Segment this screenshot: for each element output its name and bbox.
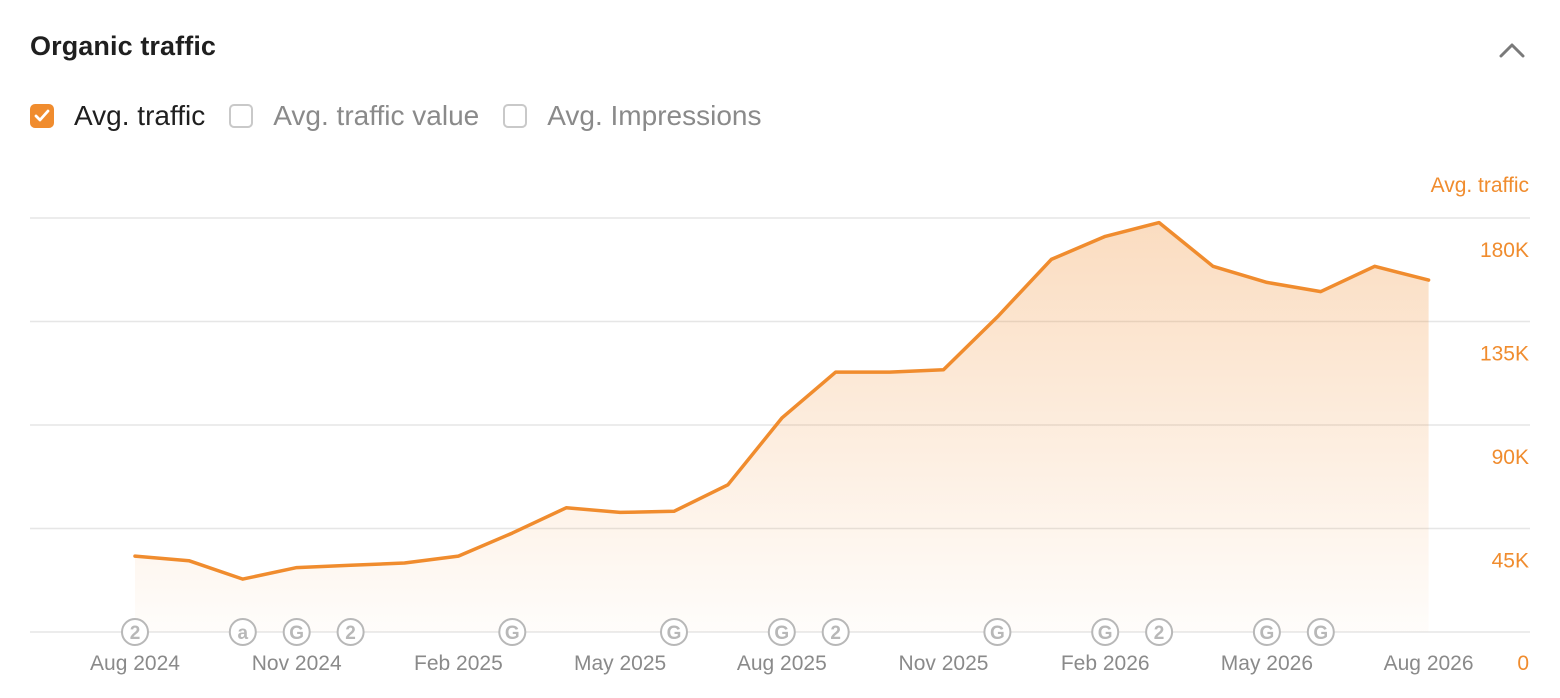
- collapse-button[interactable]: [1494, 32, 1530, 68]
- update-marker[interactable]: 2: [336, 618, 365, 646]
- marker-symbol: G: [990, 623, 1005, 644]
- marker-circle: [1252, 618, 1281, 646]
- marker-circle: [228, 618, 257, 646]
- marker-circle: [1306, 618, 1335, 646]
- marker-symbol: 2: [830, 623, 841, 644]
- update-marker[interactable]: G: [498, 618, 527, 646]
- marker-circle: [498, 618, 527, 646]
- update-marker[interactable]: G: [1252, 618, 1281, 646]
- x-axis-labels: Aug 2024 Nov 2024 Feb 2025 May 2025 Aug 2025…: [90, 652, 1474, 675]
- update-marker[interactable]: G: [767, 618, 796, 646]
- x-tick-label: Feb 2025: [414, 652, 503, 675]
- avg-traffic-value-checkbox[interactable]: [229, 104, 254, 128]
- y-tick-label: 45K: [1492, 550, 1529, 573]
- x-tick-label: May 2026: [1221, 652, 1313, 675]
- marker-symbol: G: [289, 623, 304, 644]
- traffic-line: [133, 220, 1431, 581]
- y-tick-label: 90K: [1492, 446, 1529, 469]
- checkmark-icon: [34, 109, 50, 122]
- y-axis-labels: 0 45K 90K 135K 180K: [1480, 239, 1529, 675]
- avg-traffic-value-label: Avg. traffic value: [273, 100, 480, 131]
- update-marker[interactable]: 2: [1145, 618, 1174, 646]
- avg-traffic-checkbox[interactable]: [30, 104, 54, 128]
- marker-symbol: G: [667, 623, 682, 644]
- y-tick-label: 135K: [1480, 343, 1529, 366]
- metric-legend: Avg. traffic Avg. traffic value Avg. Imp…: [30, 98, 785, 134]
- x-tick-label: Nov 2024: [252, 652, 342, 675]
- x-tick-label: Feb 2026: [1061, 652, 1150, 675]
- update-marker[interactable]: 2: [121, 618, 149, 646]
- marker-symbol: G: [505, 623, 520, 644]
- update-marker[interactable]: 2: [821, 618, 850, 646]
- x-tick-label: Nov 2025: [899, 652, 989, 675]
- marker-symbol: G: [1098, 623, 1113, 644]
- legend-avg-traffic[interactable]: Avg. traffic: [30, 100, 205, 132]
- panel-header: Organic traffic: [30, 28, 1530, 68]
- update-markers: 2 a G 2 G G G 2 G G 2 G G: [121, 618, 1335, 646]
- marker-circle: [660, 618, 688, 646]
- legend-avg-traffic-value[interactable]: Avg. traffic value: [229, 100, 479, 132]
- update-marker[interactable]: G: [1091, 618, 1120, 646]
- avg-traffic-label: Avg. traffic: [74, 100, 206, 131]
- marker-circle: [282, 618, 311, 646]
- x-tick-label: Aug 2024: [90, 652, 180, 675]
- marker-symbol: 2: [130, 623, 141, 644]
- x-tick-label: Aug 2026: [1384, 652, 1474, 675]
- update-marker[interactable]: G: [282, 618, 311, 646]
- panel-title: Organic traffic: [30, 31, 217, 61]
- marker-symbol: G: [1260, 623, 1275, 644]
- avg-impressions-label: Avg. Impressions: [547, 100, 762, 131]
- avg-impressions-checkbox[interactable]: [503, 104, 528, 128]
- marker-symbol: G: [774, 623, 789, 644]
- y-tick-label: 0: [1517, 652, 1529, 675]
- marker-circle: [336, 618, 365, 646]
- update-marker[interactable]: G: [1306, 618, 1335, 646]
- chevron-up-icon: [1499, 43, 1525, 58]
- update-marker[interactable]: a: [228, 618, 257, 646]
- marker-circle: [121, 618, 149, 646]
- marker-symbol: a: [238, 623, 249, 644]
- marker-symbol: 2: [345, 623, 356, 644]
- marker-circle: [1145, 618, 1174, 646]
- legend-avg-impressions[interactable]: Avg. Impressions: [503, 100, 761, 132]
- y-tick-label: 180K: [1480, 239, 1529, 262]
- marker-symbol: 2: [1154, 623, 1165, 644]
- update-marker[interactable]: G: [983, 618, 1012, 646]
- x-tick-label: Aug 2025: [737, 652, 827, 675]
- marker-circle: [767, 618, 796, 646]
- marker-circle: [1091, 618, 1120, 646]
- update-marker[interactable]: G: [660, 618, 688, 646]
- marker-circle: [821, 618, 850, 646]
- traffic-area: [135, 222, 1429, 632]
- marker-circle: [983, 618, 1012, 646]
- x-tick-label: May 2025: [574, 652, 666, 675]
- marker-symbol: G: [1313, 623, 1328, 644]
- y-axis-title: Avg. traffic: [1431, 174, 1529, 197]
